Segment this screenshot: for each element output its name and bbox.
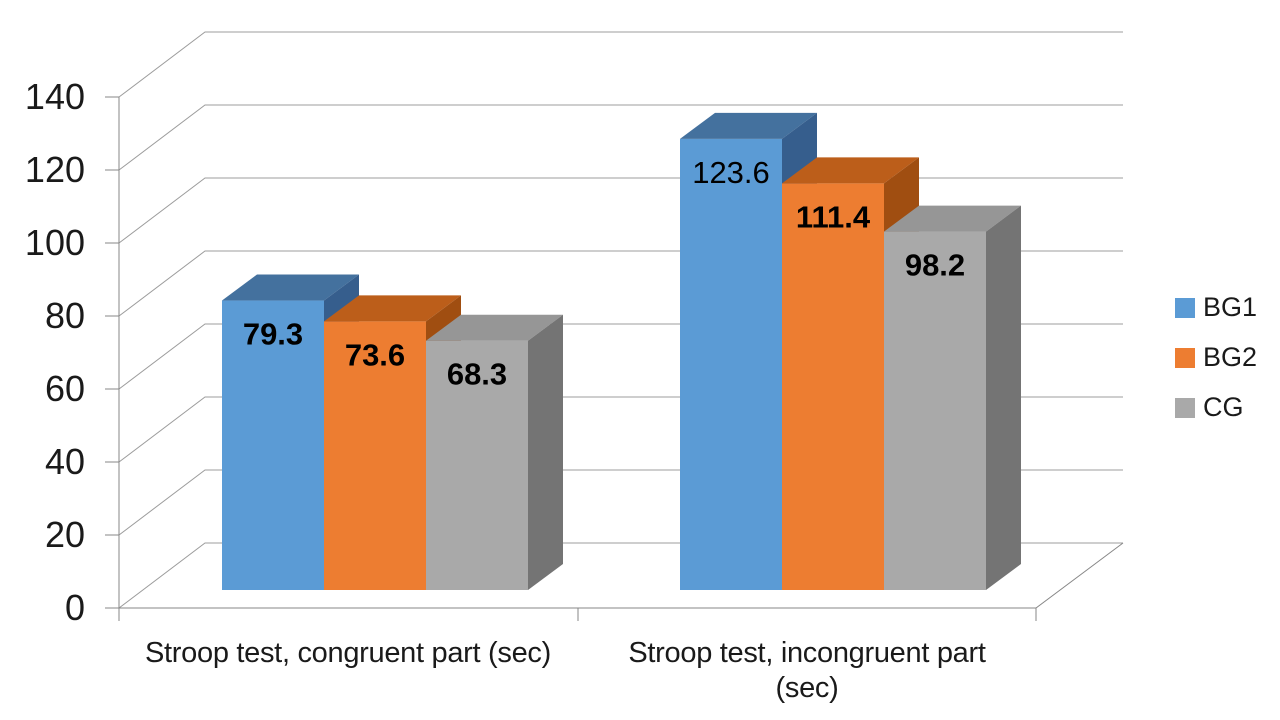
bar-top-face	[884, 205, 1021, 232]
data-label: 73.6	[345, 337, 405, 372]
floor	[118, 542, 1124, 621]
y-tick-label: 120	[25, 149, 85, 190]
y-tick-label: 0	[65, 587, 85, 628]
gridline	[118, 104, 1123, 171]
bar-front-face	[222, 300, 324, 590]
bar-front-face	[680, 138, 782, 591]
y-tick-label: 140	[25, 76, 85, 117]
bar-side-face	[986, 205, 1021, 590]
category-label-line: Stroop test, incongruent part	[628, 637, 985, 669]
y-tick-label: 80	[45, 295, 85, 336]
bar-top-face	[324, 295, 461, 322]
legend-item-CG: CG	[1175, 392, 1244, 422]
bar-top-face	[680, 112, 817, 139]
category-label: Stroop test, congruent part (sec)	[145, 637, 551, 669]
data-label: 98.2	[905, 248, 965, 283]
legend-swatch	[1175, 348, 1195, 368]
legend-item-BG2: BG2	[1175, 342, 1257, 372]
bar-side-face	[528, 314, 563, 590]
legend-label: CG	[1203, 392, 1244, 422]
y-tick-label: 40	[45, 441, 85, 482]
bar-top-face	[782, 157, 919, 184]
data-label: 79.3	[243, 317, 303, 352]
bar-CG-cat1	[426, 314, 563, 590]
category-label: Stroop test, incongruent part (sec)	[628, 637, 985, 704]
category-label-line: (sec)	[776, 672, 839, 704]
bar-front-face	[782, 183, 884, 590]
data-label: 111.4	[796, 199, 871, 234]
data-label: 123.6	[692, 155, 770, 190]
gridline	[118, 31, 1123, 98]
legend-label: BG2	[1203, 342, 1257, 372]
data-label: 68.3	[447, 357, 507, 392]
y-tick-label: 100	[25, 222, 85, 263]
legend-swatch	[1175, 398, 1195, 418]
category-label-line: Stroop test, congruent part (sec)	[145, 637, 551, 669]
bar-front-face	[426, 340, 528, 590]
legend-item-BG1: BG1	[1175, 292, 1257, 322]
bar-CG-cat2	[884, 205, 1021, 590]
bar-top-face	[222, 274, 359, 301]
gridlines	[118, 31, 1123, 609]
y-tick-label: 60	[45, 368, 85, 409]
legend-label: BG1	[1203, 292, 1257, 322]
bar-front-face	[884, 231, 986, 590]
legend-swatch	[1175, 298, 1195, 318]
bar-top-face	[426, 314, 563, 341]
bar-front-face	[324, 321, 426, 590]
value-axis: 0 20 40 60 80 100 120 140	[25, 76, 120, 628]
y-tick-label: 20	[45, 514, 85, 555]
legend: BG1 BG2 CG	[1175, 292, 1257, 422]
